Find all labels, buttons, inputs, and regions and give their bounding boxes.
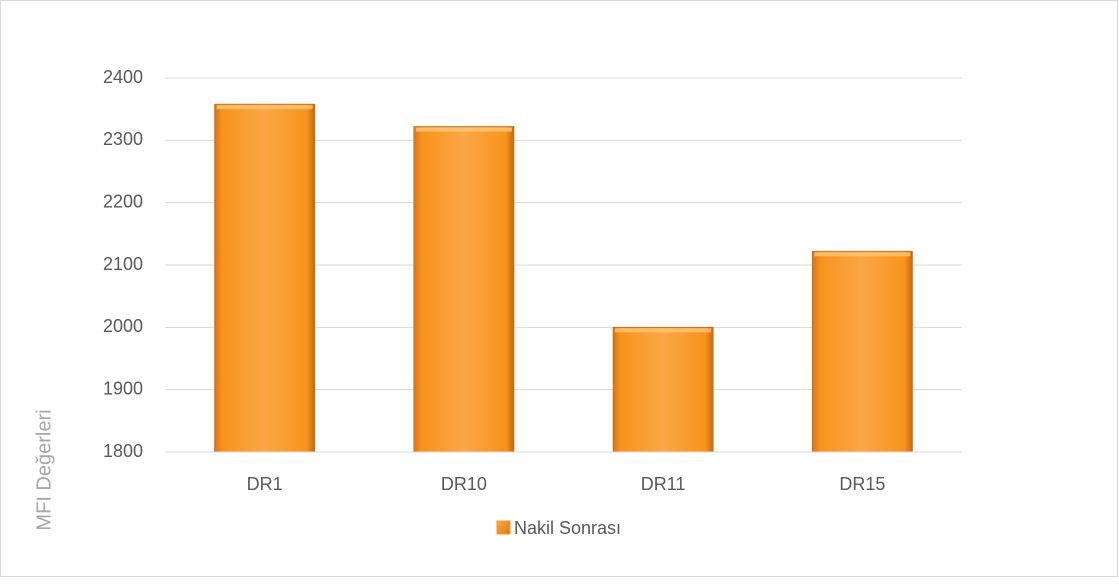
- x-tick-label: DR10: [441, 474, 487, 494]
- x-tick-label: DR1: [247, 474, 283, 494]
- x-tick-label: DR11: [641, 474, 686, 494]
- bar: [612, 326, 714, 453]
- y-tick-label: 1800: [103, 441, 143, 461]
- bar: [214, 103, 316, 453]
- y-tick-label: 2000: [103, 316, 143, 336]
- y-tick-label: 2400: [103, 67, 143, 87]
- y-tick-label: 2200: [103, 191, 143, 211]
- bar-bevel: [615, 328, 712, 333]
- bar: [413, 126, 515, 453]
- legend-label: Nakil Sonrası: [514, 518, 621, 538]
- legend-swatch: [496, 520, 511, 535]
- y-axis-label: MFI Değerleri: [33, 409, 55, 530]
- bar-bevel: [814, 252, 911, 257]
- bar-bevel: [216, 105, 313, 110]
- y-tick-label: 1900: [103, 378, 143, 398]
- y-tick-label: 2100: [103, 254, 143, 274]
- x-tick-label: DR15: [839, 474, 885, 494]
- bar: [811, 250, 913, 453]
- bar-bevel: [415, 127, 512, 132]
- y-tick-label: 2300: [103, 129, 143, 149]
